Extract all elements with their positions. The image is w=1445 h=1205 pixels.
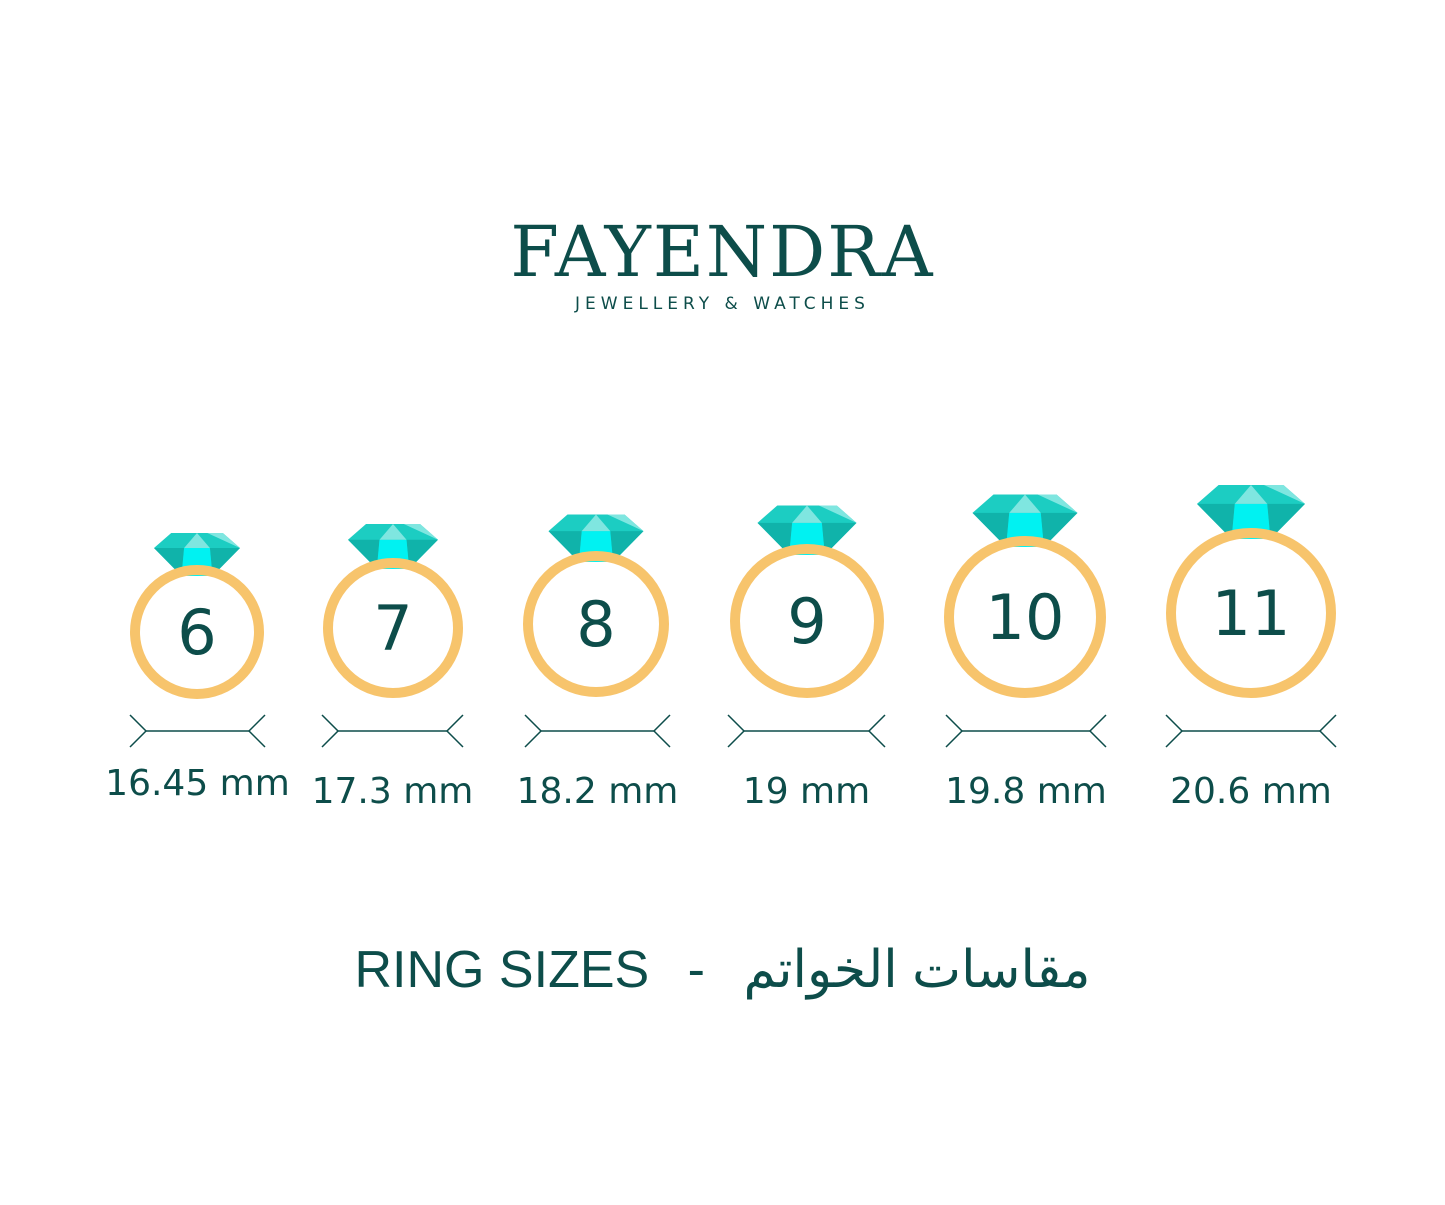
ring-size-number: 6	[177, 596, 216, 669]
ring-band	[730, 544, 884, 698]
diameter-arrow-icon	[1165, 714, 1337, 748]
title-separator: -	[687, 941, 705, 999]
ring-size-number: 11	[1212, 577, 1291, 650]
brand-tagline: JEWELLERY & WATCHES	[575, 294, 870, 314]
title-arabic: مقاسات الخواتم	[743, 941, 1091, 999]
ring-band	[944, 536, 1106, 698]
ring-size-8: 8 18.2 mm	[517, 514, 679, 812]
ring-diameter-label: 20.6 mm	[1170, 771, 1332, 812]
ring-diameter-label: 19 mm	[743, 771, 870, 812]
gem-icon	[972, 494, 1078, 547]
ring-size-6: 6 16.45 mm	[105, 533, 290, 804]
brand-logo: FAYENDRA JEWELLERY & WATCHES	[0, 212, 1445, 314]
ring-size-7: 7 17.3 mm	[312, 524, 474, 812]
ring-diameter-label: 18.2 mm	[517, 771, 679, 812]
ring-band	[1166, 528, 1336, 698]
diameter-arrow-icon	[129, 714, 266, 748]
ring-band	[130, 565, 264, 699]
ring-size-11: 11 20.6 mm	[1165, 485, 1337, 812]
ring-size-9: 9 19 mm	[727, 505, 886, 812]
ring-size-number: 10	[986, 581, 1065, 654]
title-english: RING SIZES	[354, 941, 650, 999]
ring-size-number: 9	[787, 585, 826, 658]
ring-size-10: 10 19.8 mm	[944, 494, 1107, 812]
ring-band	[523, 551, 669, 697]
ring-band	[323, 558, 463, 698]
diameter-arrow-icon	[321, 714, 464, 748]
ring-diameter-label: 19.8 mm	[945, 771, 1107, 812]
ring-diameter-label: 17.3 mm	[312, 771, 474, 812]
ring-diameter-label: 16.45 mm	[105, 763, 290, 804]
footer-title: RING SIZES - مقاسات الخواتم	[0, 940, 1445, 1000]
gem-icon	[757, 505, 857, 555]
diameter-arrow-icon	[727, 714, 886, 748]
ring-size-number: 7	[373, 592, 412, 665]
diameter-arrow-icon	[524, 714, 671, 748]
diameter-arrow-icon	[945, 714, 1107, 748]
brand-name: FAYENDRA	[510, 211, 935, 293]
ring-size-number: 8	[576, 588, 615, 661]
